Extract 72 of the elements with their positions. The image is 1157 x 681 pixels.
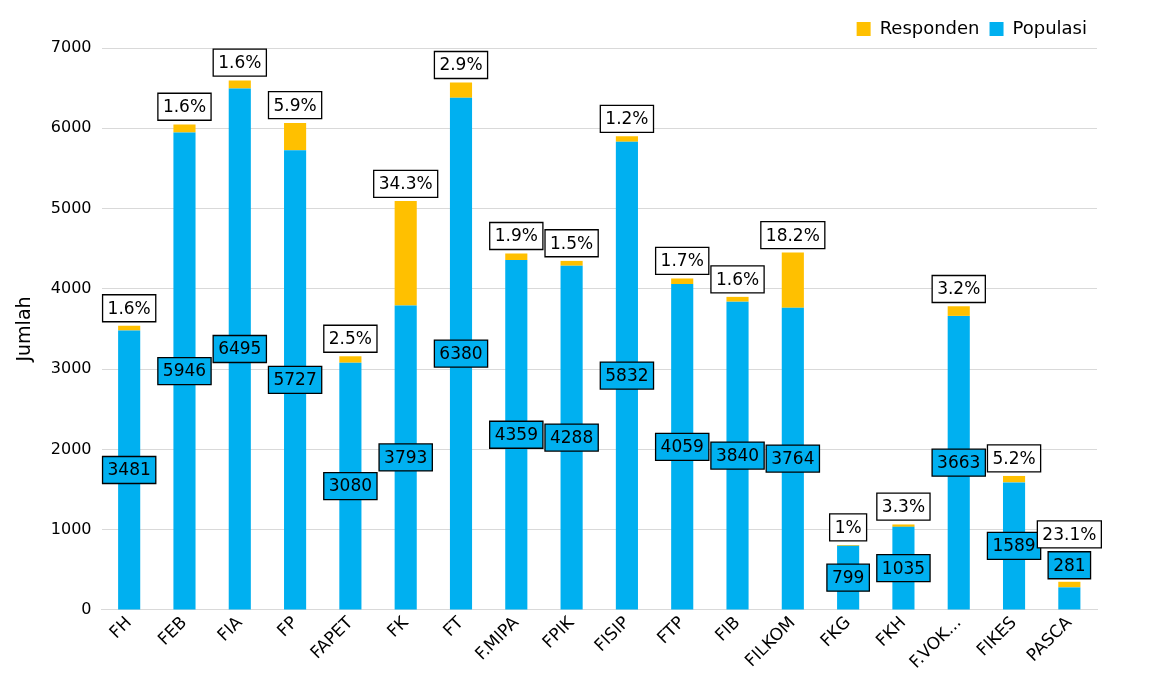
data-label: 3793 xyxy=(384,446,428,467)
bar xyxy=(449,82,473,98)
annotation: 5.9% xyxy=(273,94,317,115)
bar xyxy=(228,80,251,89)
annotation: 23.1% xyxy=(1042,523,1097,544)
x-tick-label: FK xyxy=(382,611,413,641)
annotation: 1.6% xyxy=(162,96,207,117)
annotation: 1.6% xyxy=(107,297,151,318)
bar xyxy=(781,252,804,308)
annotation: 3.3% xyxy=(881,495,926,516)
x-tick-label: FIB xyxy=(710,611,744,645)
data-label: 3481 xyxy=(107,459,151,480)
data-label: 4359 xyxy=(494,424,538,445)
x-tick-label: FIA xyxy=(212,611,246,645)
annotation: 1.5% xyxy=(550,232,594,253)
annotation: 1.2% xyxy=(605,108,649,129)
bar xyxy=(505,253,528,261)
x-tick-label: FP xyxy=(272,611,302,641)
annotation: 1.7% xyxy=(660,250,704,271)
bar xyxy=(1058,587,1081,610)
annotation: 1.6% xyxy=(715,268,760,289)
bar xyxy=(173,124,196,133)
y-axis-title: Jumlah xyxy=(12,296,35,363)
annotation: 18.2% xyxy=(765,224,820,245)
bar xyxy=(671,278,694,285)
data-label: 6495 xyxy=(218,338,262,359)
annotation: 1% xyxy=(834,516,862,537)
bar xyxy=(394,201,417,306)
annotation: 3.2% xyxy=(937,278,981,299)
y-tick-label: 6000 xyxy=(50,117,92,137)
data-label: 5946 xyxy=(162,360,207,381)
x-tick-label: FEB xyxy=(153,611,191,649)
annotation: 34.3% xyxy=(378,173,433,194)
y-tick-label: 2000 xyxy=(50,438,92,458)
annotation: 2.5% xyxy=(328,328,372,349)
bar xyxy=(947,306,970,316)
x-tick-label: FT xyxy=(438,611,468,641)
data-label: 3080 xyxy=(328,475,373,496)
bar xyxy=(560,260,583,266)
data-label: 281 xyxy=(1053,554,1086,575)
x-tick-label: FTP xyxy=(652,611,689,648)
data-label: 6380 xyxy=(439,343,483,364)
data-label: 5727 xyxy=(273,369,317,390)
bar xyxy=(1002,475,1026,483)
x-tick-label: FH xyxy=(105,611,136,643)
bar xyxy=(339,356,362,363)
legend-label: Responden xyxy=(879,16,980,38)
bar xyxy=(726,296,749,302)
data-label: 3840 xyxy=(715,444,760,465)
data-label: 3663 xyxy=(937,452,981,473)
y-tick-label: 0 xyxy=(81,599,92,619)
annotation: 1.6% xyxy=(218,52,262,73)
data-label: 1589 xyxy=(992,535,1036,556)
y-tick-label: 4000 xyxy=(50,277,92,297)
data-label: 799 xyxy=(831,567,865,588)
bar xyxy=(284,122,307,151)
bar xyxy=(118,325,141,331)
y-tick-label: 5000 xyxy=(50,197,92,217)
y-tick-label: 7000 xyxy=(50,37,92,57)
legend-label: Populasi xyxy=(1012,16,1088,38)
annotation: 2.9% xyxy=(439,54,483,75)
bar xyxy=(615,136,638,142)
bar xyxy=(892,524,915,527)
y-tick-label: 1000 xyxy=(50,518,92,538)
annotation: 1.9% xyxy=(494,225,538,246)
annotation: 5.2% xyxy=(992,447,1036,468)
data-label: 3764 xyxy=(771,448,815,469)
data-label: 4288 xyxy=(549,427,594,448)
data-label: 1035 xyxy=(881,557,926,578)
data-label: 4059 xyxy=(660,436,704,457)
y-tick-label: 3000 xyxy=(50,358,92,378)
data-label: 5832 xyxy=(605,365,649,386)
